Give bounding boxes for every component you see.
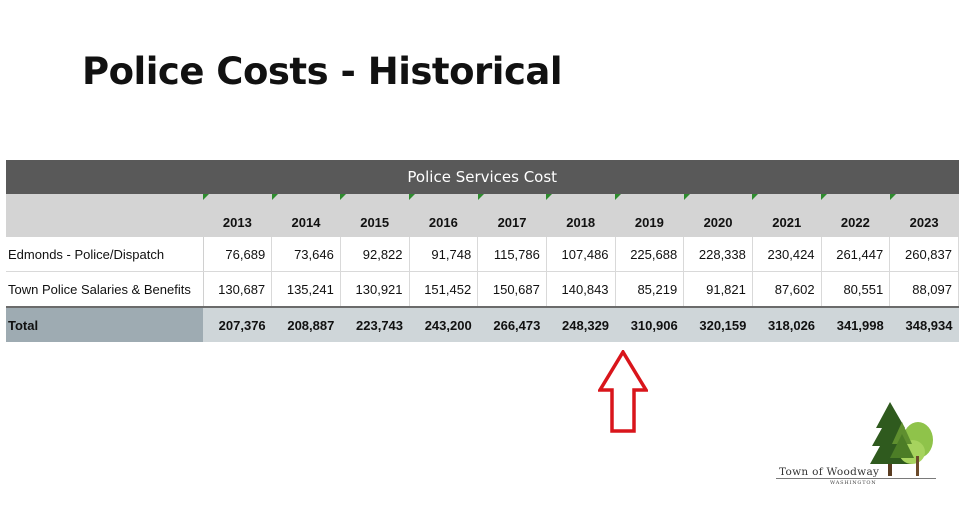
table-caption: Police Services Cost bbox=[6, 160, 959, 194]
row-label: Edmonds - Police/Dispatch bbox=[6, 237, 204, 272]
table-cell: 91,821 bbox=[683, 271, 753, 308]
total-cell: 320,159 bbox=[683, 306, 753, 342]
cell-comment-marker-icon bbox=[889, 194, 896, 200]
year-header: 2019 bbox=[615, 194, 684, 237]
year-header: 2023 bbox=[889, 194, 959, 237]
year-header: 2014 bbox=[271, 194, 341, 237]
table-cell: 80,551 bbox=[821, 271, 891, 308]
table-cell: 85,219 bbox=[615, 271, 685, 308]
table-cell: 140,843 bbox=[546, 271, 616, 308]
year-header: 2020 bbox=[683, 194, 753, 237]
header-corner bbox=[6, 194, 203, 237]
cell-comment-marker-icon bbox=[821, 194, 828, 200]
trees-icon bbox=[870, 402, 933, 476]
cell-comment-marker-icon bbox=[683, 194, 690, 200]
year-header: 2013 bbox=[203, 194, 272, 237]
year-header: 2017 bbox=[477, 194, 547, 237]
table-cell: 228,338 bbox=[683, 237, 753, 272]
total-cell: 208,887 bbox=[271, 306, 341, 342]
table-cell: 88,097 bbox=[889, 271, 959, 308]
table-cell: 150,687 bbox=[477, 271, 547, 308]
table-cell: 87,602 bbox=[752, 271, 822, 308]
total-cell: 341,998 bbox=[821, 306, 890, 342]
total-cell: 243,200 bbox=[409, 306, 478, 342]
total-cell: 248,329 bbox=[546, 306, 616, 342]
table-cell: 115,786 bbox=[477, 237, 547, 272]
up-arrow-icon bbox=[598, 350, 648, 433]
cell-comment-marker-icon bbox=[615, 194, 622, 200]
table-cell: 130,687 bbox=[203, 271, 273, 308]
year-header: 2018 bbox=[546, 194, 616, 237]
table-cell: 76,689 bbox=[203, 237, 273, 272]
row-label: Town Police Salaries & Benefits bbox=[6, 271, 204, 308]
table-cell: 135,241 bbox=[271, 271, 341, 308]
table-cell: 151,452 bbox=[409, 271, 479, 308]
year-header: 2016 bbox=[409, 194, 478, 237]
cell-comment-marker-icon bbox=[546, 194, 553, 200]
table-row-total: Total 207,376 208,887 223,743 243,200 26… bbox=[6, 306, 959, 342]
total-label: Total bbox=[6, 306, 203, 342]
logo-name: Town of Woodway bbox=[779, 466, 880, 478]
year-header: 2021 bbox=[752, 194, 822, 237]
cell-comment-marker-icon bbox=[477, 194, 484, 200]
table-row-edmonds: Edmonds - Police/Dispatch 76,689 73,646 … bbox=[6, 237, 959, 272]
total-cell: 223,743 bbox=[340, 306, 410, 342]
logo-rule bbox=[776, 478, 936, 479]
table-cell: 230,424 bbox=[752, 237, 822, 272]
table-cell: 107,486 bbox=[546, 237, 616, 272]
table-row-town-police: Town Police Salaries & Benefits 130,687 … bbox=[6, 271, 959, 308]
table-cell: 225,688 bbox=[615, 237, 685, 272]
total-cell: 318,026 bbox=[752, 306, 822, 342]
table-cell: 91,748 bbox=[409, 237, 479, 272]
police-cost-table: Police Services Cost 2013 2014 2015 2016… bbox=[6, 160, 959, 342]
table-cell: 130,921 bbox=[340, 271, 410, 308]
year-header-row: 2013 2014 2015 2016 2017 2018 2019 2020 … bbox=[6, 194, 959, 237]
total-cell: 310,906 bbox=[615, 306, 684, 342]
cell-comment-marker-icon bbox=[271, 194, 278, 200]
table-cell: 261,447 bbox=[821, 237, 891, 272]
cell-comment-marker-icon bbox=[752, 194, 759, 200]
year-header: 2022 bbox=[821, 194, 890, 237]
table-cell: 92,822 bbox=[340, 237, 410, 272]
table-cell: 260,837 bbox=[889, 237, 959, 272]
total-cell: 266,473 bbox=[477, 306, 547, 342]
total-cell: 207,376 bbox=[203, 306, 272, 342]
table-cell: 73,646 bbox=[271, 237, 341, 272]
year-header: 2015 bbox=[340, 194, 410, 237]
page-title: Police Costs - Historical bbox=[82, 50, 563, 93]
cell-comment-marker-icon bbox=[340, 194, 347, 200]
total-cell: 348,934 bbox=[889, 306, 959, 342]
cell-comment-marker-icon bbox=[203, 194, 209, 200]
cell-comment-marker-icon bbox=[409, 194, 416, 200]
logo-subtitle: WASHINGTON bbox=[830, 480, 877, 486]
